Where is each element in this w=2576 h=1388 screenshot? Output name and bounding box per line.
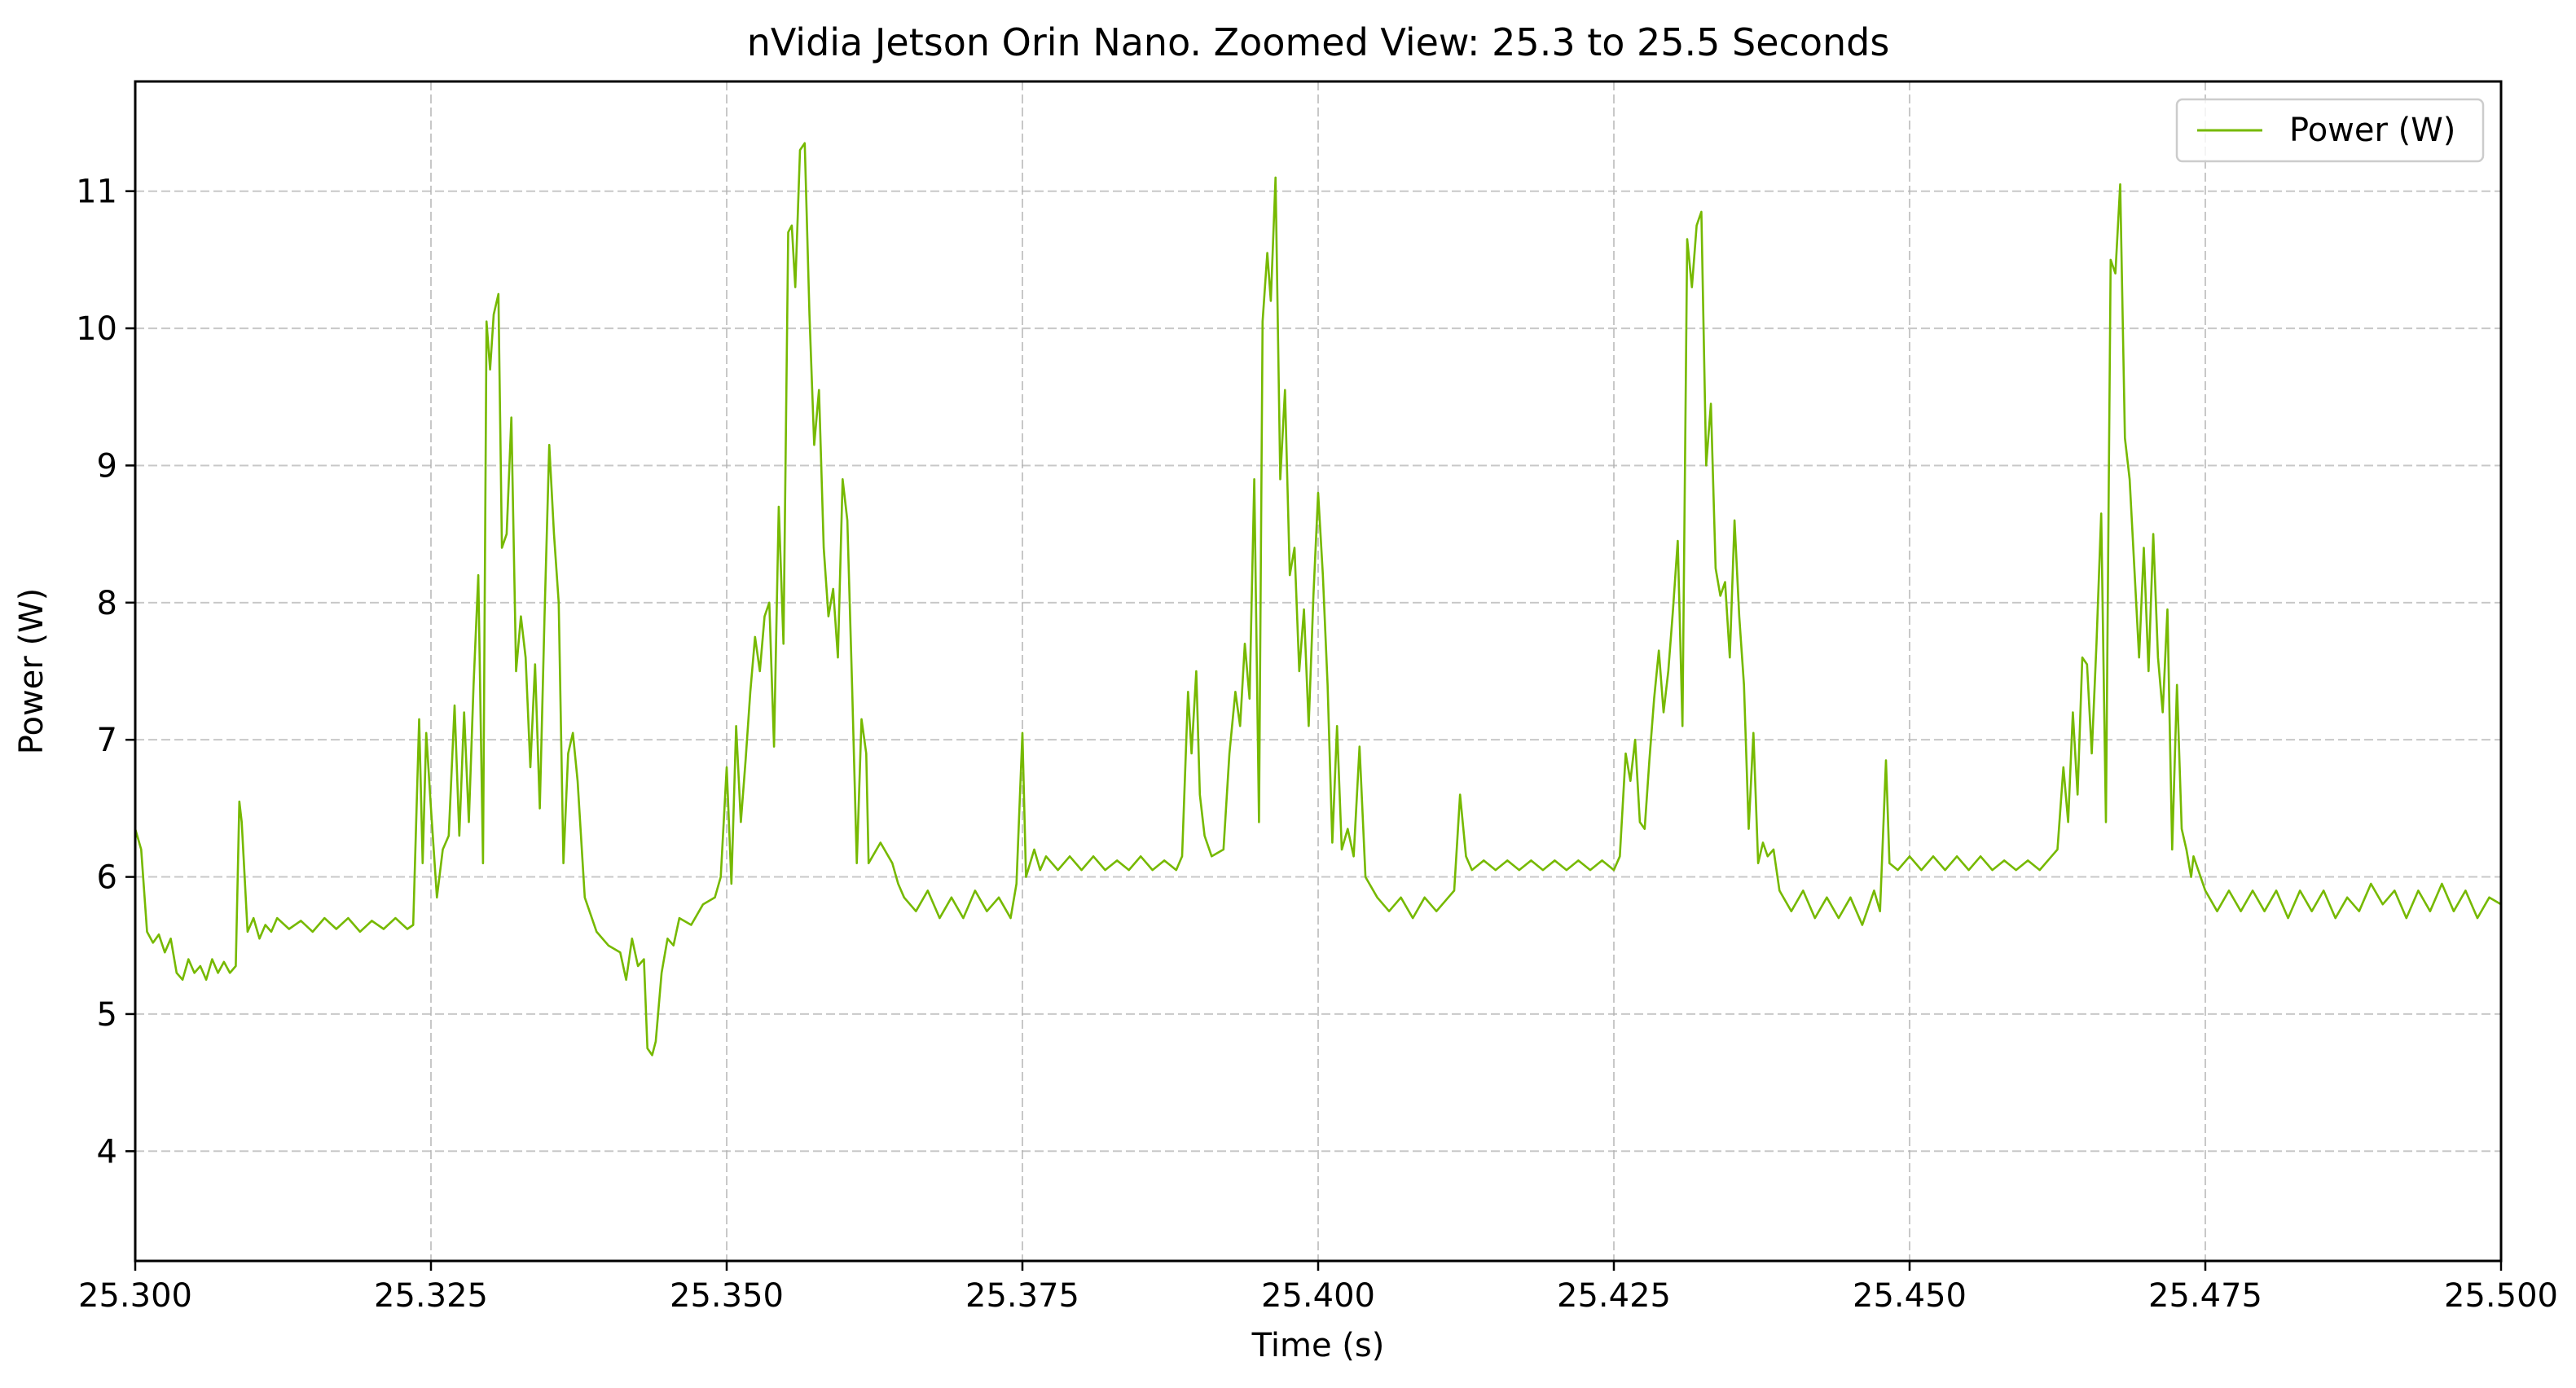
x-axis-label: Time (s) (1251, 1327, 1385, 1364)
x-tick-label: 25.500 (2444, 1277, 2558, 1315)
y-tick-label: 9 (97, 447, 117, 485)
y-tick-label: 11 (76, 174, 117, 211)
legend: Power (W) (2175, 98, 2485, 163)
x-tick-label: 25.400 (1261, 1277, 1375, 1315)
series-layer (134, 142, 2502, 1056)
y-tick-label: 10 (76, 310, 117, 348)
series-line-power (134, 142, 2502, 1056)
x-axis: 25.300 25.325 25.350 25.375 25.400 25.425 25.4… (78, 1261, 2558, 1315)
x-tick-label: 25.475 (2148, 1277, 2262, 1315)
y-tick-label: 5 (97, 996, 117, 1034)
legend-box (2175, 98, 2485, 163)
x-tick-label: 25.450 (1853, 1277, 1967, 1315)
chart-title: nVidia Jetson Orin Nano. Zoomed View: 25… (747, 20, 1890, 64)
x-tick-label: 25.300 (78, 1277, 192, 1315)
y-tick-label: 7 (97, 722, 117, 759)
x-tick-label: 25.425 (1557, 1277, 1671, 1315)
x-tick-label: 25.325 (374, 1277, 488, 1315)
y-tick-label: 4 (97, 1133, 117, 1171)
y-tick-label: 6 (97, 859, 117, 897)
x-tick-label: 25.350 (670, 1277, 784, 1315)
y-axis-label: Power (W) (13, 588, 51, 754)
y-tick-label: 8 (97, 585, 117, 622)
y-axis: 4 5 6 7 8 9 10 11 (76, 174, 135, 1171)
legend-entry-power: Power (W) (2289, 112, 2455, 149)
x-tick-label: 25.375 (965, 1277, 1079, 1315)
